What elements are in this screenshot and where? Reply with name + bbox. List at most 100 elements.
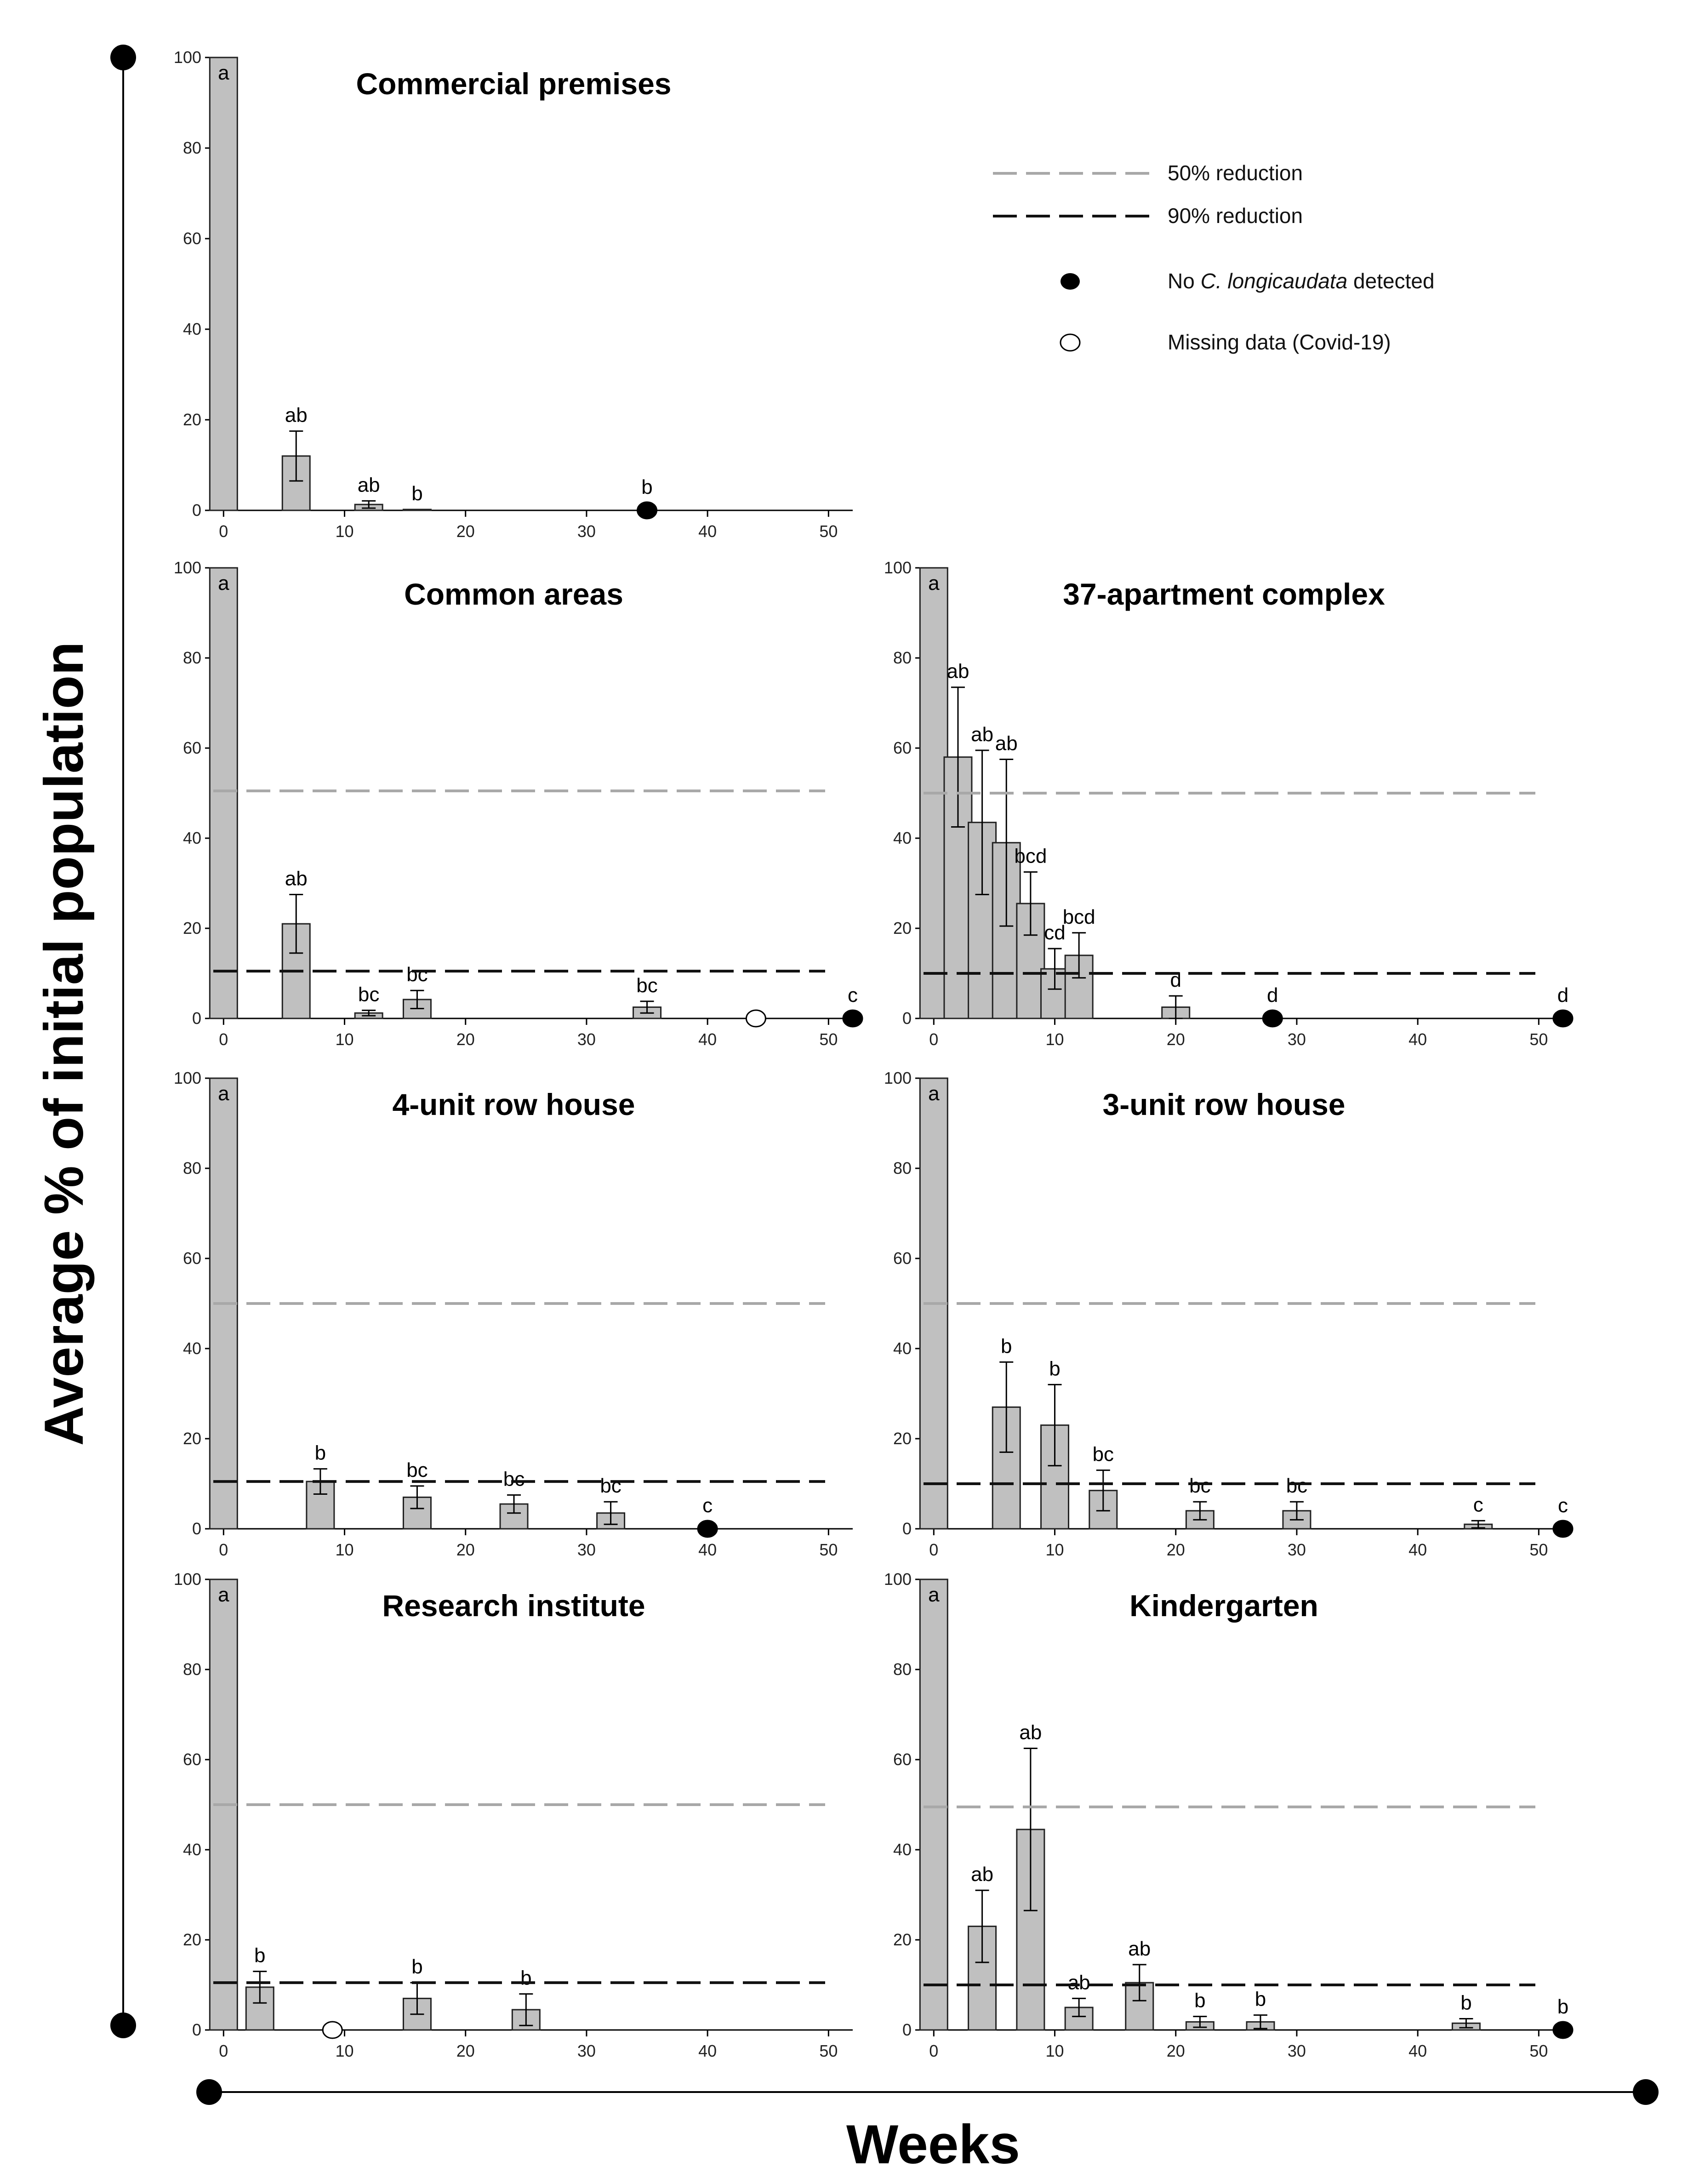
significance-label: c: [848, 984, 858, 1006]
y-tick-label: 80: [893, 648, 912, 667]
y-tick-label: 20: [893, 919, 912, 938]
panel-title: Commercial premises: [356, 67, 671, 101]
significance-label: bc: [406, 963, 428, 986]
panel-title: Kindergarten: [1129, 1589, 1318, 1623]
significance-label: b: [254, 1944, 265, 1967]
significance-label: b: [1255, 1988, 1266, 2011]
significance-label: c: [1558, 1494, 1568, 1517]
missing-data-marker: [745, 1009, 766, 1028]
y-tick-label: 40: [183, 320, 201, 338]
significance-label: b: [1194, 1990, 1205, 2012]
y-tick-label: 0: [902, 1519, 912, 1538]
bar: [1125, 1982, 1154, 2031]
y-tick-label: 40: [893, 829, 912, 847]
significance-label: a: [928, 572, 940, 595]
y-tick-label: 40: [183, 1840, 201, 1859]
y-tick-label: 0: [192, 1519, 201, 1538]
x-tick-label: 10: [336, 2041, 354, 2060]
x-tick-label: 0: [219, 1030, 228, 1049]
legend-label-90: 90% reduction: [1168, 204, 1303, 228]
x-tick-label: 10: [1046, 1030, 1064, 1049]
x-tick-label: 0: [219, 522, 228, 541]
x-tick-label: 30: [577, 1540, 596, 1559]
significance-label: ab: [1019, 1721, 1042, 1744]
x-tick-label: 50: [819, 1540, 838, 1559]
significance-label: c: [1473, 1493, 1483, 1516]
x-tick-label: 50: [819, 1030, 838, 1049]
x-tick-label: 0: [219, 1540, 228, 1559]
significance-label: bc: [1093, 1443, 1114, 1466]
significance-label: bc: [636, 974, 657, 997]
y-axis-decoration: [110, 45, 136, 2038]
y-tick-label: 60: [183, 1750, 201, 1769]
significance-label: bc: [600, 1475, 621, 1497]
y-tick-label: 20: [183, 410, 201, 429]
legend-label-50: 50% reduction: [1168, 161, 1303, 185]
significance-label: b: [315, 1442, 326, 1464]
significance-label: cd: [1044, 921, 1065, 944]
significance-label: d: [1557, 984, 1568, 1006]
panel-3-unit-row-house: 0 20 40 60 80 100 0 10 20 30 40 50 a b b bc bc bc c c 3-unit…: [884, 1069, 1574, 1559]
y-tick-label: 40: [183, 829, 201, 847]
legend-label-none-post: detected: [1347, 269, 1434, 293]
y-tick-label: 20: [183, 919, 201, 938]
x-tick-label: 50: [819, 2041, 838, 2060]
significance-label: ab: [358, 474, 380, 496]
x-tick-label: 40: [1408, 2041, 1427, 2060]
y-tick-label: 100: [174, 48, 201, 67]
x-tick-label: 30: [1288, 2041, 1306, 2060]
y-tick-label: 100: [174, 1570, 201, 1589]
y-tick-label: 80: [183, 1660, 201, 1679]
y-tick-label: 20: [893, 1429, 912, 1448]
x-tick-label: 30: [577, 522, 596, 541]
x-tick-label: 50: [1529, 2041, 1548, 2060]
legend-item-none-detected: No C. longicaudata detected: [1061, 269, 1435, 293]
x-tick-label: 50: [1529, 1540, 1548, 1559]
significance-label: bc: [1286, 1475, 1307, 1497]
x-tick-label: 40: [698, 1540, 717, 1559]
x-axis-label: Weeks: [846, 2114, 1020, 2175]
significance-label: ab: [946, 660, 969, 683]
y-tick-label: 60: [893, 738, 912, 757]
y-tick-label: 0: [192, 2020, 201, 2039]
bar: [919, 1578, 948, 2031]
x-tick-label: 30: [1288, 1540, 1306, 1559]
bar: [209, 57, 238, 511]
legend-label-none-pre: No: [1168, 269, 1201, 293]
significance-label: ab: [1068, 1971, 1090, 1994]
significance-label: b: [641, 476, 652, 498]
x-tick-label: 20: [456, 522, 475, 541]
significance-label: a: [218, 62, 229, 84]
y-tick-label: 100: [174, 558, 201, 577]
bar: [402, 509, 432, 511]
significance-label: ab: [971, 723, 993, 746]
x-tick-label: 30: [1288, 1030, 1306, 1049]
panel-kindergarten: 0 20 40 60 80 100 0 10 20 30 40 50 a ab ab ab ab b b b b Kind…: [884, 1570, 1574, 2060]
significance-label: a: [928, 1584, 940, 1606]
y-tick-label: 40: [893, 1840, 912, 1859]
panel-commercial-premises: 0 20 40 60 80 100 0 10 20 30 40 50 a ab ab b b Commercial…: [174, 48, 853, 541]
no-detection-marker: [842, 1009, 863, 1028]
legend-label-none-italic: C. longicaudata: [1201, 269, 1348, 293]
x-tick-label: 40: [698, 1030, 717, 1049]
x-tick-label: 0: [929, 1030, 938, 1049]
significance-label: a: [218, 1584, 229, 1606]
x-tick-label: 40: [698, 522, 717, 541]
y-tick-label: 40: [183, 1339, 201, 1358]
y-tick-label: 60: [893, 1249, 912, 1268]
x-tick-label: 40: [1408, 1030, 1427, 1049]
no-detection-marker: [697, 1520, 718, 1538]
y-tick-label: 80: [183, 138, 201, 157]
x-tick-label: 0: [219, 2041, 228, 2060]
y-axis-label: Average % of initial population: [33, 641, 95, 1446]
x-axis-decoration: [196, 2079, 1659, 2105]
y-tick-label: 0: [902, 1009, 912, 1028]
no-detection-marker: [1552, 1520, 1574, 1538]
y-tick-label: 80: [893, 1159, 912, 1178]
panel-title: 4-unit row house: [393, 1087, 635, 1121]
x-tick-label: 40: [698, 2041, 717, 2060]
y-tick-label: 100: [174, 1069, 201, 1087]
y-tick-label: 0: [902, 2020, 912, 2039]
x-tick-label: 50: [1529, 1030, 1548, 1049]
y-tick-label: 0: [192, 501, 201, 520]
